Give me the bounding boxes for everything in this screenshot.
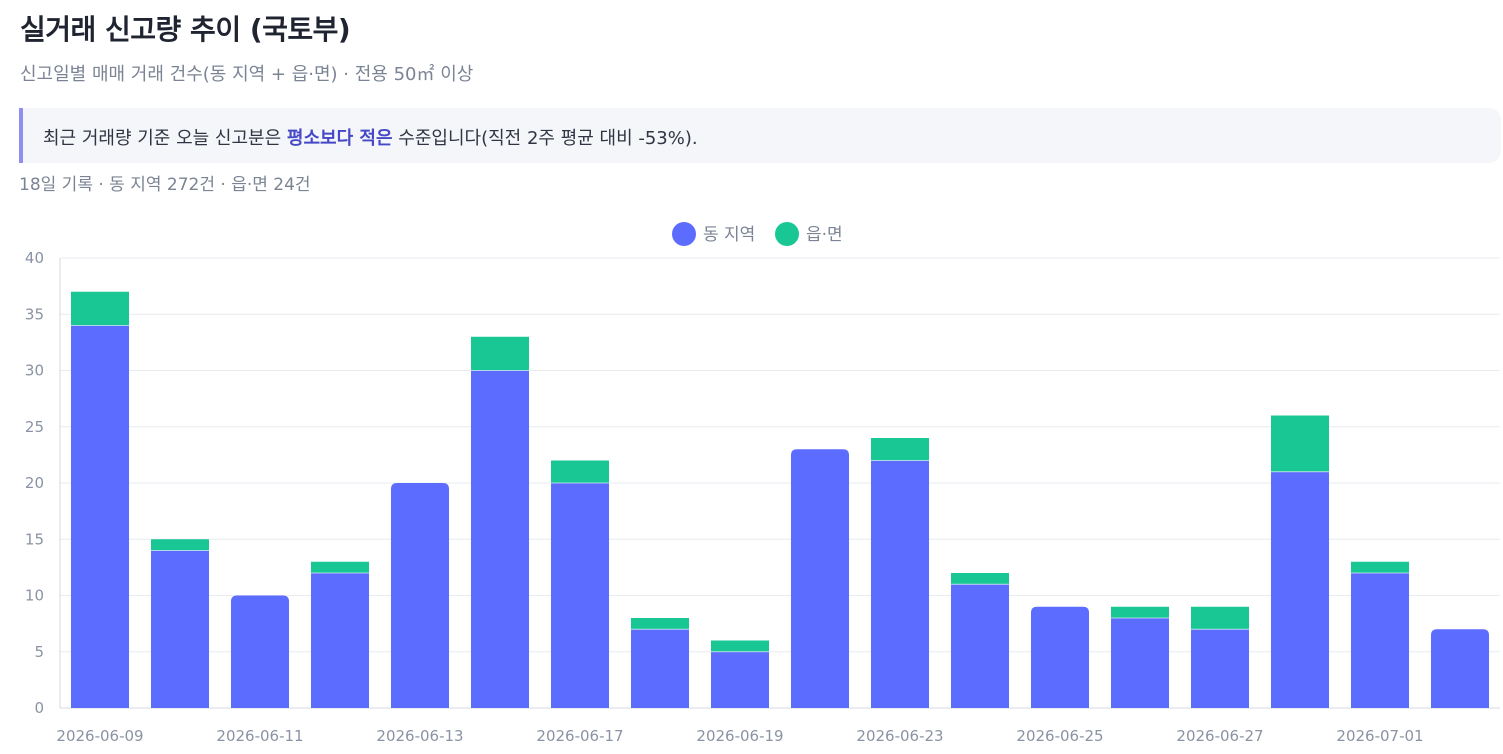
bar-segment-dong: [1431, 629, 1489, 708]
x-tick-label: 2026-06-27: [1176, 727, 1263, 745]
bar-segment-eupmyeon: [551, 460, 609, 483]
y-tick-label: 5: [34, 643, 44, 661]
x-tick-label: 2026-07-01: [1336, 727, 1423, 745]
bar-segment-eupmyeon: [711, 640, 769, 652]
y-tick-label: 25: [25, 418, 44, 436]
y-tick-label: 10: [25, 587, 44, 605]
x-tick-label: 2026-06-25: [1016, 727, 1103, 745]
bar-segment-dong: [631, 629, 689, 708]
bar-segment-dong: [311, 573, 369, 708]
bar-segment-dong: [1191, 629, 1249, 708]
y-tick-label: 0: [34, 699, 44, 717]
x-tick-label: 2026-06-13: [376, 727, 463, 745]
bar-segment-dong: [471, 370, 529, 708]
bar-segment-dong: [1271, 471, 1329, 708]
bar-segment-dong: [791, 449, 849, 708]
legend-label: 읍·면: [806, 225, 843, 245]
legend-label: 동 지역: [703, 225, 755, 245]
legend-swatch: [775, 222, 799, 246]
bar-segment-eupmyeon: [1191, 606, 1249, 630]
notice-prefix: 최근 거래량 기준 오늘 신고분은: [43, 128, 282, 149]
x-tick-label: 2026-06-23: [856, 727, 943, 745]
bar-segment-eupmyeon: [631, 618, 689, 630]
bar-segment-dong: [871, 460, 929, 708]
bar-segment-dong: [71, 325, 129, 708]
bar-segment-eupmyeon: [951, 573, 1009, 585]
x-tick-label: 2026-06-17: [536, 727, 623, 745]
bar-segment-dong: [151, 550, 209, 708]
bar-segment-eupmyeon: [311, 561, 369, 573]
bar-segment-dong: [231, 595, 289, 708]
y-tick-label: 15: [25, 530, 44, 548]
bar-segment-dong: [551, 483, 609, 708]
bar-segment-dong: [951, 584, 1009, 708]
x-tick-label: 2026-06-09: [56, 727, 143, 745]
notice-highlight: 평소보다 적은: [286, 128, 393, 149]
page-subtitle: 신고일별 매매 거래 건수(동 지역 + 읍·면) · 전용 50㎡ 이상: [20, 64, 474, 85]
legend-swatch: [672, 222, 696, 246]
page-title: 실거래 신고량 추이 (국토부): [20, 13, 351, 46]
stacked-bar-chart: 0 5 10 15 20 25 30 35 40 2026-06-09 2026-06-11 2026…: [25, 222, 1500, 745]
x-tick-label: 2026-06-19: [696, 727, 783, 745]
bar-segment-dong: [1351, 573, 1409, 708]
y-tick-label: 20: [25, 474, 44, 492]
y-tick-label: 40: [25, 249, 44, 267]
bar-segment-eupmyeon: [471, 336, 529, 371]
bar-segment-dong: [391, 483, 449, 708]
bar-segment-eupmyeon: [1111, 606, 1169, 618]
bar-segment-eupmyeon: [151, 539, 209, 551]
bar-segment-eupmyeon: [1271, 415, 1329, 472]
record-summary: 18일 기록 · 동 지역 272건 · 읍·면 24건: [19, 175, 311, 195]
x-tick-label: 2026-06-11: [216, 727, 303, 745]
bar-segment-dong: [1031, 606, 1089, 708]
bar-segment-dong: [1111, 618, 1169, 708]
bar-segment-eupmyeon: [71, 291, 129, 326]
notice-suffix: 수준입니다(직전 2주 평균 대비 -53%).: [398, 128, 698, 149]
y-tick-label: 30: [25, 362, 44, 380]
bar-segment-eupmyeon: [871, 438, 929, 461]
volume-notice: 최근 거래량 기준 오늘 신고분은 평소보다 적은 수준입니다(직전 2주 평균…: [19, 108, 1501, 163]
bar-segment-eupmyeon: [1351, 561, 1409, 573]
bar-segment-dong: [711, 651, 769, 708]
y-tick-label: 35: [25, 305, 44, 323]
